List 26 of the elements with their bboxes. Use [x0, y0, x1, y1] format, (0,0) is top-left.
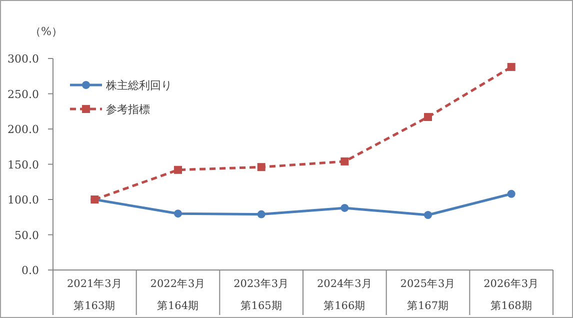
- point: [174, 210, 182, 218]
- point: [257, 163, 266, 172]
- y-axis-title: （%）: [30, 25, 62, 38]
- y-tick-label: 300.0: [8, 52, 39, 66]
- point: [507, 62, 516, 71]
- x-tick-label: 2021年3月第163期: [66, 277, 124, 314]
- point: [424, 113, 432, 122]
- y-tick-label: 100.0: [8, 194, 39, 206]
- y-tick-label: 250.0: [8, 88, 39, 101]
- x-tick-label: 2026年3月第168期: [482, 277, 540, 314]
- point: [424, 211, 432, 220]
- y-tick-label: 50.0: [14, 228, 39, 242]
- x-tick-label: 2024年3月第166期: [316, 277, 374, 314]
- x-tick-label: 2022年3月第164期: [149, 277, 207, 314]
- point: [257, 210, 266, 218]
- y-tick-label: 0.0: [22, 264, 39, 277]
- y-tick-label: 200.0: [8, 123, 39, 136]
- point: [340, 204, 349, 212]
- x-tick-label: 2023年3月第165期: [232, 277, 290, 314]
- legend-label: 参考指標: [106, 103, 150, 116]
- legend-label: 株主総利回り: [105, 79, 172, 92]
- x-tick-label: 2025年3月第167期: [399, 277, 457, 314]
- point: [340, 157, 349, 166]
- point: [174, 166, 182, 174]
- point: [507, 190, 516, 198]
- y-tick-label: 150.0: [8, 158, 39, 172]
